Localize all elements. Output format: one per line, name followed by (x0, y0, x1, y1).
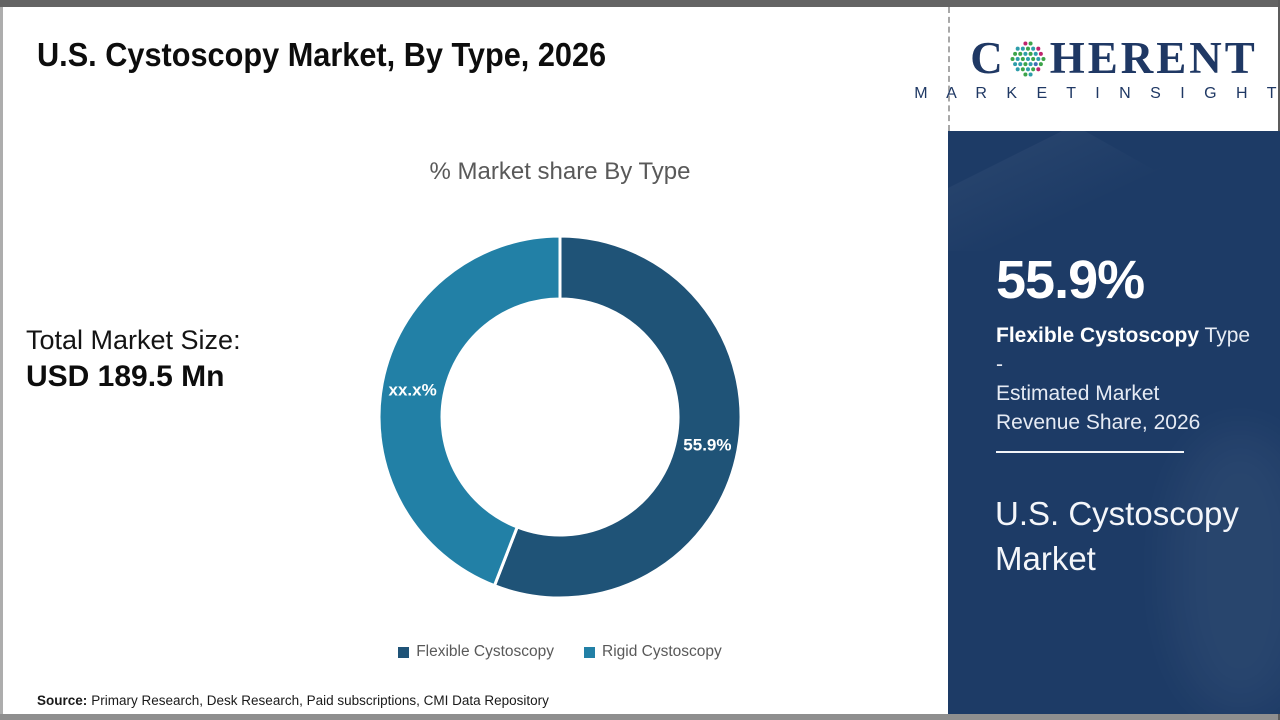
brand-subtitle: M A R K E T I N S I G H T S (914, 84, 1280, 102)
globe-dot (1020, 67, 1025, 72)
source-text: Primary Research, Desk Research, Paid su… (91, 693, 549, 708)
globe-dot (1010, 56, 1015, 62)
globe-dot (1023, 62, 1028, 67)
globe-dot (1041, 56, 1046, 62)
donut-chart: 55.9% xx.x% (330, 184, 790, 654)
globe-dot (1015, 56, 1020, 62)
source-label: Source: (37, 693, 88, 708)
globe-dot (1028, 72, 1033, 77)
globe-dot (1012, 62, 1017, 67)
globe-dot (1020, 46, 1025, 51)
globe-dot (1033, 51, 1038, 56)
globe-dot (1017, 62, 1022, 67)
brand-letters-rest: HERENT (1049, 32, 1258, 83)
globe-dot (1023, 72, 1028, 77)
panel-watermark-shape (948, 131, 1280, 251)
globe-dot (1030, 56, 1035, 62)
globe-dot (1023, 51, 1028, 56)
total-market-size-label: Total Market Size: (26, 325, 241, 355)
globe-dot (1012, 51, 1017, 56)
donut-segment-0 (492, 234, 743, 600)
globe-dot (1028, 41, 1033, 46)
brand-logo: C HERENT M A R K E T I N S I G H T S (914, 7, 1280, 131)
donut-data-label-1: xx.x% (388, 380, 436, 399)
legend-swatch-flexible-icon (398, 646, 410, 658)
total-market-size-value: USD 189.5 Mn (26, 360, 225, 393)
legend-item-rigid-cystoscopy: Rigid Cystoscopy (584, 643, 722, 661)
globe-dot (1036, 67, 1041, 72)
legend-label: Flexible Cystoscopy (416, 643, 555, 660)
globe-dot (1038, 51, 1043, 56)
stat-desc-rest: Type - (996, 324, 1251, 376)
highlight-panel: 55.9% Flexible Cystoscopy Type - Estimat… (948, 131, 1280, 714)
globe-dot (1028, 62, 1033, 67)
globe-dot (1015, 46, 1020, 51)
globe-dot (1017, 51, 1022, 56)
globe-dot (1020, 56, 1025, 62)
donut-segment-1 (377, 234, 562, 588)
stat-desc-bold: Flexible Cystoscopy (996, 324, 1200, 347)
legend-swatch-rigid-icon (584, 646, 596, 658)
donut-data-label-0: 55.9% (683, 436, 731, 455)
globe-dot (1036, 46, 1041, 51)
brand-wordmark: C HERENT (970, 32, 1258, 83)
slide-left-edge (0, 7, 3, 720)
globe-dot (1030, 46, 1035, 51)
slide-top-edge (0, 0, 1280, 7)
slide-bottom-edge (0, 714, 1280, 720)
panel-watermark-glow (1170, 431, 1280, 711)
stat-desc-line2: Estimated Market (996, 382, 1160, 405)
globe-dot (1033, 62, 1038, 67)
globe-dot (1023, 41, 1028, 46)
globe-dot (1038, 62, 1043, 67)
highlight-stat-value: 55.9% (996, 250, 1145, 310)
globe-dot (1036, 56, 1041, 62)
brand-letter-c: C (970, 32, 1006, 83)
chart-legend: Flexible Cystoscopy Rigid Cystoscopy (330, 643, 790, 661)
page-title: U.S. Cystoscopy Market, By Type, 2026 (37, 36, 607, 73)
globe-dot (1030, 67, 1035, 72)
globe-dot (1025, 56, 1030, 62)
chart-title: % Market share By Type (429, 158, 691, 185)
globe-dot (1025, 46, 1030, 51)
highlight-stat-description: Flexible Cystoscopy Type - Estimated Mar… (996, 321, 1258, 437)
stat-desc-line3: Revenue Share, 2026 (996, 411, 1201, 434)
dotted-globe-icon (1010, 41, 1046, 77)
globe-dot (1015, 67, 1020, 72)
donut-chart-svg: 55.9% xx.x% (377, 234, 743, 600)
legend-item-flexible-cystoscopy: Flexible Cystoscopy (398, 643, 554, 661)
legend-label: Rigid Cystoscopy (602, 643, 722, 660)
source-line: Source: Primary Research, Desk Research, … (37, 693, 549, 708)
panel-divider (996, 451, 1184, 453)
panel-title: U.S. Cystoscopy Market (995, 495, 1239, 577)
globe-dot (1025, 67, 1030, 72)
globe-dot (1028, 51, 1033, 56)
